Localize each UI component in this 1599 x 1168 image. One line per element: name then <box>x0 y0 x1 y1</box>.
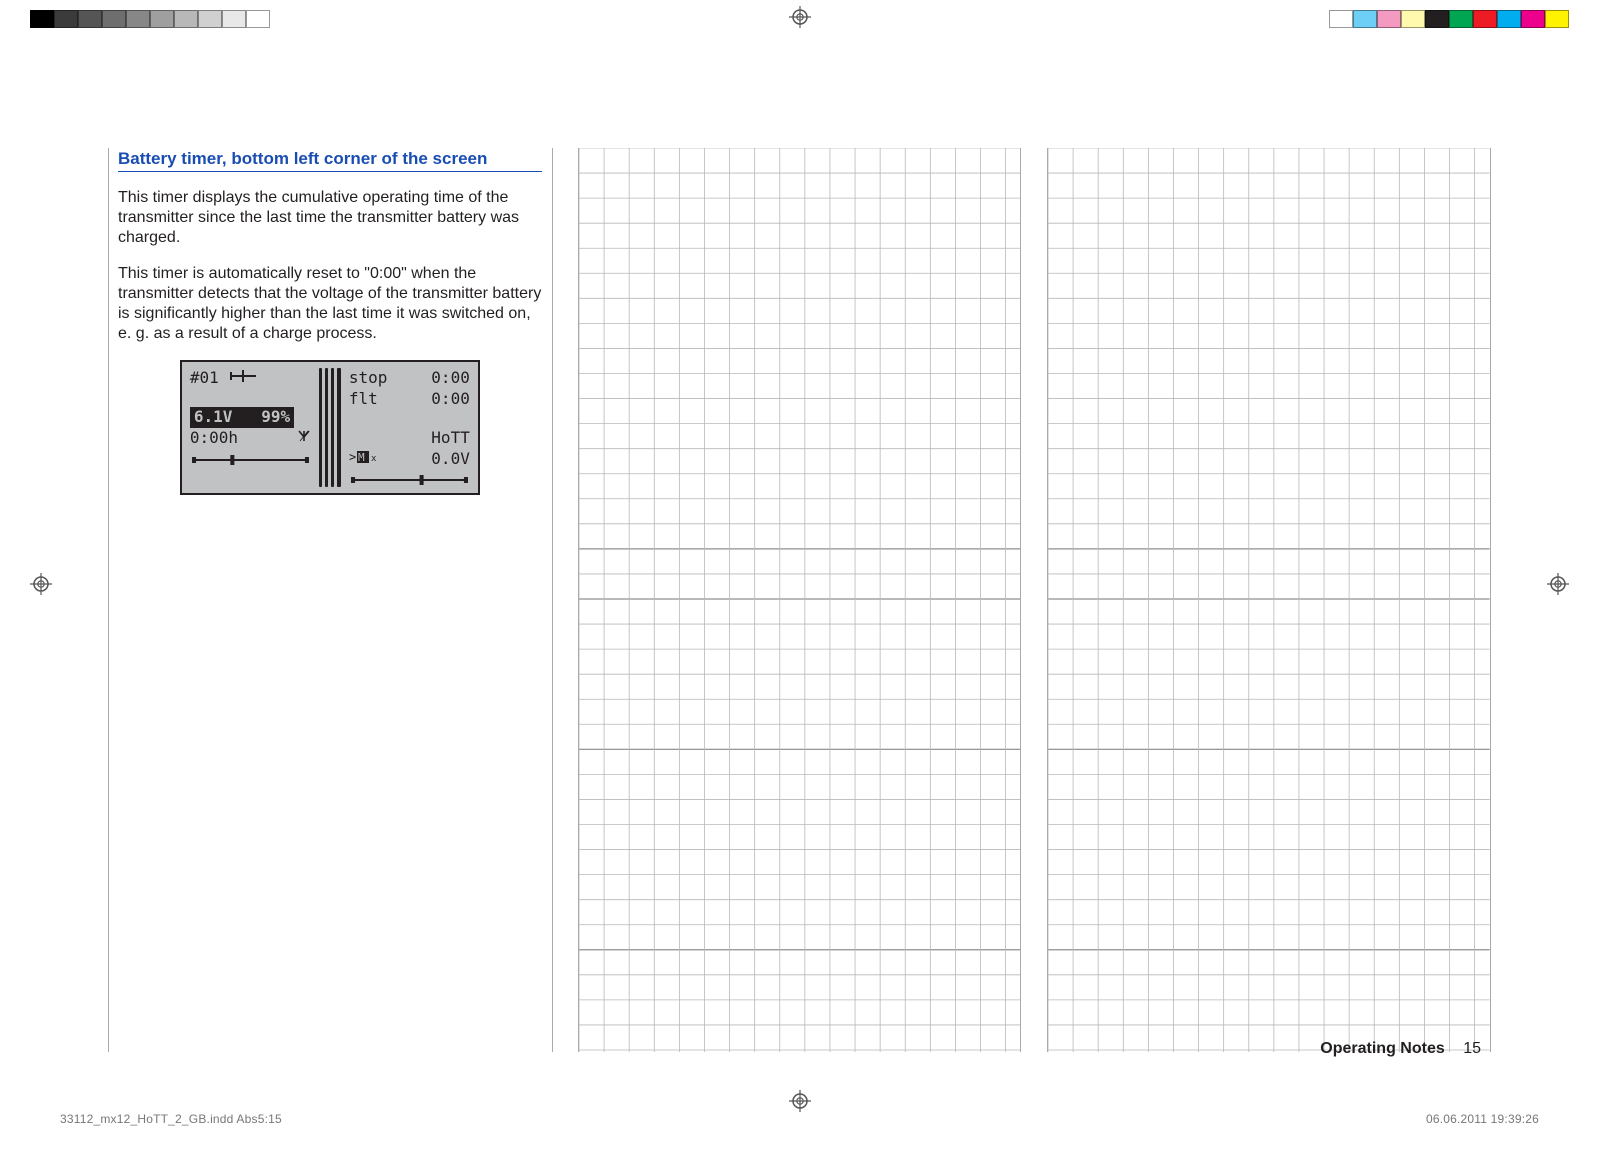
colorbar-right <box>1329 10 1569 28</box>
color-swatch <box>1449 10 1473 28</box>
color-swatch <box>222 10 246 28</box>
paragraph-1: This timer displays the cumulative opera… <box>118 188 542 248</box>
color-swatch <box>174 10 198 28</box>
lcd-model-no: #01 <box>190 368 219 387</box>
lcd-percent: 99% <box>261 407 290 426</box>
column-text: Battery timer, bottom left corner of the… <box>108 148 552 1052</box>
footer-section: Operating Notes <box>1320 1040 1444 1057</box>
color-swatch <box>1353 10 1377 28</box>
lcd-right-trim <box>349 475 470 485</box>
svg-text:>: > <box>349 450 356 464</box>
column-grid-2 <box>1047 148 1491 1052</box>
imprint-file: 33112_mx12_HoTT_2_GB.indd Abs5:15 <box>60 1112 282 1126</box>
lcd-runtime: 0:00h <box>190 428 238 449</box>
color-swatch <box>126 10 150 28</box>
color-swatch <box>1473 10 1497 28</box>
section-heading: Battery timer, bottom left corner of the… <box>118 148 542 172</box>
color-swatch <box>78 10 102 28</box>
lcd-stop-label: stop <box>349 368 388 389</box>
lcd-brand: HoTT <box>431 428 470 449</box>
lcd-flt-value: 0:00 <box>431 389 470 410</box>
lcd-illustration: #01 6.1V <box>118 360 542 495</box>
notes-grid-2 <box>1048 148 1490 1052</box>
color-swatch <box>1545 10 1569 28</box>
lcd-rx-voltage: 0.0V <box>431 449 470 470</box>
imprint-date: 06.06.2011 19:39:26 <box>1426 1112 1539 1126</box>
color-swatch <box>1425 10 1449 28</box>
lcd-stop-value: 0:00 <box>431 368 470 389</box>
color-swatch <box>1521 10 1545 28</box>
lcd-right-half: stop 0:00 flt 0:00 HoTT > <box>341 362 478 493</box>
lcd-screen: #01 6.1V <box>180 360 480 495</box>
lcd-left-trim <box>190 455 311 465</box>
rx-icon: > M x <box>349 449 379 470</box>
page-sheet: Battery timer, bottom left corner of the… <box>108 148 1491 1052</box>
lcd-middle-bars <box>319 362 341 493</box>
registration-mark-top <box>789 6 811 28</box>
registration-mark-bottom <box>789 1090 811 1112</box>
page-footer: Operating Notes 15 <box>1320 1040 1481 1058</box>
paragraph-2: This timer is automatically reset to "0:… <box>118 264 542 344</box>
color-swatch <box>54 10 78 28</box>
color-swatch <box>198 10 222 28</box>
footer-page-number: 15 <box>1463 1040 1481 1057</box>
registration-mark-left <box>30 573 52 595</box>
lcd-flt-label: flt <box>349 389 378 410</box>
color-swatch <box>1401 10 1425 28</box>
plane-icon <box>228 368 258 389</box>
color-swatch <box>150 10 174 28</box>
registration-mark-right <box>1547 573 1569 595</box>
notes-grid-1 <box>579 148 1021 1052</box>
color-swatch <box>102 10 126 28</box>
column-grid-1 <box>578 148 1022 1052</box>
svg-text:x: x <box>371 454 377 464</box>
lcd-left-half: #01 6.1V <box>182 362 319 493</box>
colorbar-left <box>30 10 270 28</box>
antenna-icon <box>297 428 311 449</box>
color-swatch <box>30 10 54 28</box>
color-swatch <box>246 10 270 28</box>
color-swatch <box>1497 10 1521 28</box>
color-swatch <box>1329 10 1353 28</box>
lcd-voltage: 6.1V <box>194 407 233 426</box>
svg-text:M: M <box>358 451 365 464</box>
color-swatch <box>1377 10 1401 28</box>
